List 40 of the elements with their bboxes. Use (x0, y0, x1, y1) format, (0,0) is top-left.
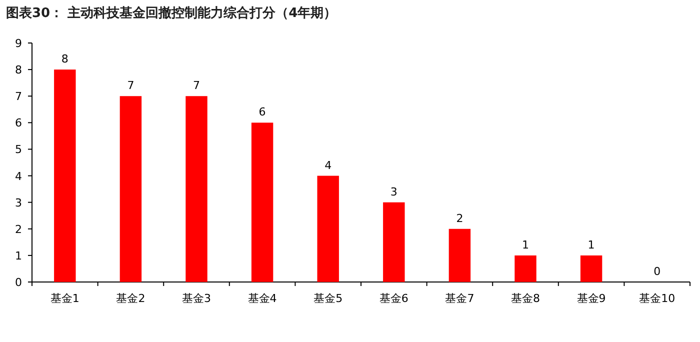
data-label: 3 (390, 185, 398, 198)
bar (383, 202, 405, 282)
y-tick-label: 0 (15, 276, 22, 289)
x-tick-label: 基金7 (445, 292, 474, 305)
data-label: 4 (324, 158, 332, 172)
bar (514, 255, 536, 282)
data-label: 7 (127, 79, 134, 92)
x-tick-label: 基金5 (314, 292, 343, 305)
x-tick-label: 基金8 (511, 292, 540, 305)
bar (317, 176, 339, 282)
y-tick-label: 1 (15, 249, 22, 262)
y-tick-label: 5 (15, 143, 22, 156)
bar (448, 228, 471, 282)
bar (186, 96, 208, 282)
data-label: 6 (258, 106, 266, 119)
data-label: 1 (522, 238, 529, 252)
y-tick-label: 2 (15, 222, 22, 236)
y-tick-label: 7 (15, 90, 22, 104)
y-tick-label: 6 (15, 116, 22, 130)
y-tick-label: 9 (15, 37, 22, 50)
bar (251, 122, 274, 282)
x-tick-label: 基金1 (50, 292, 80, 305)
x-tick-label: 基金10 (639, 292, 676, 305)
x-tick-label: 基金4 (248, 292, 277, 305)
data-label: 2 (456, 212, 464, 225)
data-label: 0 (654, 265, 661, 278)
chart-title: 图表30： 主动科技基金回撤控制能力综合打分（4年期） (6, 5, 337, 21)
y-tick-label: 4 (15, 170, 22, 183)
bar (120, 96, 142, 282)
x-tick-label: 基金3 (182, 292, 211, 305)
y-tick-label: 3 (15, 196, 22, 210)
x-tick-label: 基金2 (116, 292, 146, 305)
bar (54, 70, 76, 282)
x-tick-label: 基金6 (379, 292, 408, 305)
x-tick-label: 基金9 (576, 292, 606, 305)
y-tick-label: 8 (15, 64, 22, 77)
data-label: 7 (193, 79, 200, 92)
data-label: 8 (61, 52, 68, 66)
bar (580, 255, 602, 282)
data-label: 1 (588, 238, 595, 252)
